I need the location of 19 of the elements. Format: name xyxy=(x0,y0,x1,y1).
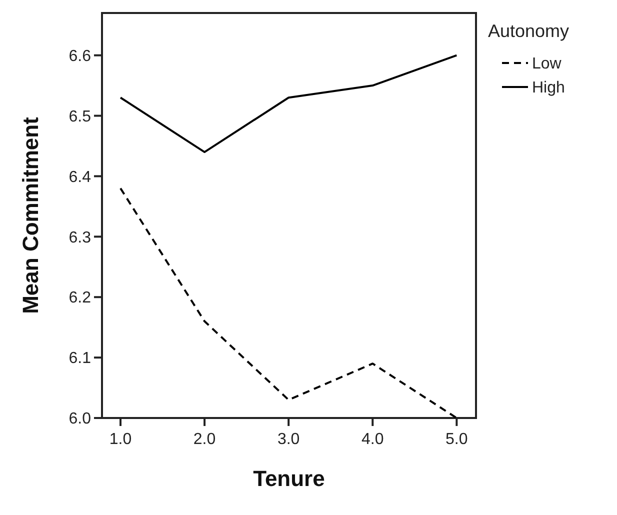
y-tick-label: 6.2 xyxy=(68,290,92,307)
x-axis-title: Tenure xyxy=(253,466,325,491)
legend-label: Low xyxy=(532,56,562,73)
legend-title: Autonomy xyxy=(488,21,570,41)
y-tick-label: 6.5 xyxy=(68,108,92,126)
legend-label: High xyxy=(532,80,565,97)
x-tick-label: 5.0 xyxy=(446,431,468,448)
y-tick-label: 6.0 xyxy=(68,410,92,428)
y-tick-label: 6.4 xyxy=(68,168,92,186)
y-axis-title: Mean Commitment xyxy=(18,116,43,314)
y-tick-label: 6.6 xyxy=(68,48,92,65)
line-series xyxy=(119,54,458,154)
x-tick-label: 1.0 xyxy=(109,431,132,448)
x-tick-label: 2.0 xyxy=(193,431,216,448)
y-tick-label: 6.3 xyxy=(68,229,92,246)
x-tick-label: 4.0 xyxy=(362,431,384,448)
y-tick-label: 6.1 xyxy=(68,350,92,368)
x-tick-label: 3.0 xyxy=(277,431,300,448)
line-series xyxy=(119,187,458,419)
